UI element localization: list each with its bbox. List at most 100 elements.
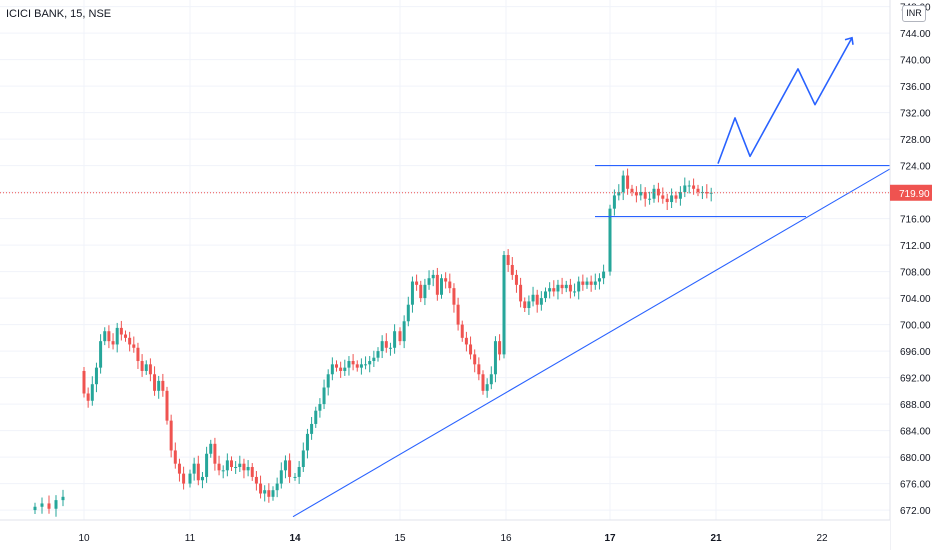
price-tick-label: 716.00 bbox=[900, 215, 931, 226]
candle-body bbox=[665, 198, 669, 203]
price-tick-label: 672.00 bbox=[900, 506, 931, 517]
candle-body bbox=[674, 195, 678, 199]
last-price-label: 719.90 bbox=[899, 189, 930, 200]
candle-body bbox=[560, 284, 564, 289]
candle-body bbox=[364, 364, 368, 366]
candle-body bbox=[406, 304, 410, 322]
drawings[interactable] bbox=[292, 36, 891, 518]
candle-body bbox=[182, 473, 186, 484]
candle-body bbox=[330, 364, 334, 375]
candle-body bbox=[581, 281, 585, 285]
candle-body bbox=[343, 367, 347, 371]
candle-body bbox=[230, 460, 233, 468]
price-tick-label: 676.00 bbox=[900, 480, 931, 491]
candle-body bbox=[444, 278, 448, 282]
candle-body bbox=[448, 281, 452, 289]
candle-body bbox=[678, 192, 682, 199]
candle-body bbox=[402, 321, 406, 342]
candle-body bbox=[335, 364, 338, 368]
candle-body bbox=[254, 476, 258, 484]
candle-body bbox=[692, 185, 696, 189]
candle-body bbox=[279, 470, 283, 484]
candle-body bbox=[140, 361, 144, 371]
candle-body bbox=[359, 364, 363, 368]
candle-body bbox=[355, 364, 359, 368]
time-tick-label: 10 bbox=[78, 533, 90, 544]
price-tick-label: 712.00 bbox=[900, 241, 931, 252]
candle-body bbox=[639, 192, 643, 196]
candle-body bbox=[602, 271, 606, 279]
candle-body bbox=[86, 393, 90, 401]
candle-body bbox=[608, 208, 612, 272]
projection-path bbox=[717, 37, 853, 164]
candle-body bbox=[493, 341, 497, 375]
candle-body bbox=[427, 278, 431, 285]
time-tick-label: 22 bbox=[816, 533, 828, 544]
candle-body bbox=[293, 476, 297, 478]
candle-body bbox=[221, 470, 225, 472]
candle-body bbox=[288, 460, 292, 477]
price-tick-label: 736.00 bbox=[900, 82, 931, 93]
candle-body bbox=[656, 188, 660, 196]
candle-body bbox=[192, 463, 196, 474]
time-tick-label: 17 bbox=[604, 533, 616, 544]
price-tick-label: 700.00 bbox=[900, 321, 931, 332]
time-tick-label: 14 bbox=[289, 533, 301, 544]
candle-body bbox=[552, 288, 556, 292]
candle-body bbox=[144, 364, 148, 371]
candle-body bbox=[481, 374, 485, 391]
candle-body bbox=[589, 281, 593, 285]
price-tick-label: 708.00 bbox=[900, 268, 931, 279]
candle-body bbox=[626, 175, 630, 189]
candle-body bbox=[661, 195, 665, 199]
candle-body bbox=[431, 274, 435, 279]
candle-body bbox=[564, 284, 568, 289]
candle-body bbox=[217, 463, 221, 471]
candle-body bbox=[94, 367, 98, 385]
candle-body bbox=[568, 284, 572, 292]
candle-body bbox=[514, 274, 518, 285]
candle-body bbox=[477, 364, 481, 375]
candle-body bbox=[531, 294, 535, 302]
candle-body bbox=[634, 192, 638, 196]
candle-body bbox=[271, 490, 275, 497]
time-tick-label: 21 bbox=[710, 533, 722, 544]
candle-body bbox=[535, 294, 539, 305]
candle-body bbox=[213, 443, 217, 464]
price-tick-label: 688.00 bbox=[900, 400, 931, 411]
candle-body bbox=[132, 344, 136, 348]
candle-body bbox=[250, 467, 254, 477]
projection-arrowhead bbox=[844, 36, 854, 45]
candle-body bbox=[464, 337, 468, 345]
candle-body bbox=[510, 264, 514, 275]
candle-body bbox=[61, 496, 65, 501]
candle-body bbox=[485, 384, 489, 391]
candle-body bbox=[548, 288, 552, 292]
candle-body bbox=[283, 460, 287, 471]
candle-body bbox=[136, 347, 140, 362]
time-tick-label: 11 bbox=[185, 533, 196, 544]
price-tick-label: 696.00 bbox=[900, 347, 931, 358]
candle-body bbox=[169, 420, 173, 451]
candle-body bbox=[305, 433, 309, 451]
candle-body bbox=[54, 500, 58, 509]
candle-body bbox=[523, 301, 527, 309]
candle-body bbox=[388, 347, 392, 349]
candle-body bbox=[177, 463, 181, 474]
price-tick-label: 704.00 bbox=[900, 294, 931, 305]
candle-body bbox=[124, 334, 127, 338]
candle-body bbox=[593, 281, 597, 285]
candle-body bbox=[687, 185, 691, 187]
candle-body bbox=[275, 483, 279, 491]
candle-body bbox=[128, 337, 132, 345]
candle-body bbox=[259, 483, 263, 494]
candle-body bbox=[393, 331, 397, 348]
candles bbox=[33, 168, 713, 517]
price-tick-label: 684.00 bbox=[900, 427, 931, 438]
candle-body bbox=[556, 284, 560, 292]
candle-body bbox=[469, 344, 473, 355]
candle-body bbox=[82, 370, 86, 394]
currency-button[interactable]: INR bbox=[902, 5, 926, 22]
